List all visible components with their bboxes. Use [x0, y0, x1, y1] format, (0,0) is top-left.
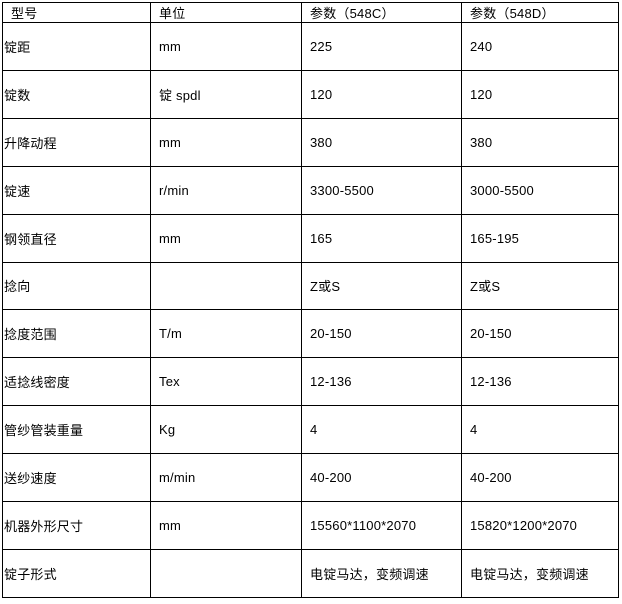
header-model: 型号 — [2, 2, 151, 23]
row-unit: m/min — [150, 453, 302, 503]
row-param-548c: 4 — [301, 405, 462, 455]
row-param-548d: 15820*1200*2070 — [461, 501, 619, 550]
row-param-548c: 15560*1100*2070 — [301, 501, 462, 550]
table-row: 捻度范围 T/m 20-150 20-150 — [2, 309, 619, 359]
row-param-548d: 120 — [461, 69, 619, 119]
row-param-548c: 电锭马达，变频调速 — [301, 548, 462, 599]
row-label: 捻向 — [2, 261, 151, 311]
row-param-548c: 20-150 — [301, 309, 462, 359]
row-param-548c: 165 — [301, 213, 462, 263]
row-param-548c: Z或S — [301, 261, 462, 311]
row-label: 机器外形尺寸 — [2, 501, 151, 550]
row-unit: r/min — [150, 165, 302, 215]
row-param-548c: 380 — [301, 117, 462, 167]
table-row: 捻向 Z或S Z或S — [2, 261, 619, 311]
row-unit: Kg — [150, 405, 302, 455]
row-param-548d: 20-150 — [461, 309, 619, 359]
row-param-548c: 12-136 — [301, 357, 462, 407]
row-param-548c: 225 — [301, 22, 462, 71]
spec-table-body: 锭距 mm 225 240 锭数锭 spdl 120 120 升降动程 mm 380 380 锭速 r/… — [2, 22, 619, 599]
table-row: 锭数锭 spdl 120 120 — [2, 69, 619, 119]
row-unit: mm — [150, 213, 302, 263]
spec-table-header: 型号 单位 参数（548C） 参数（548D） — [2, 2, 619, 23]
table-row: 送纱速度 m/min 40-200 40-200 — [2, 453, 619, 503]
row-label: 锭距 — [2, 22, 151, 71]
row-param-548c: 120 — [301, 69, 462, 119]
table-row: 钢领直径 mm 165 165-195 — [2, 213, 619, 263]
row-unit — [150, 548, 302, 599]
header-unit: 单位 — [150, 2, 302, 23]
row-label: 锭数 — [2, 69, 151, 119]
row-label: 管纱管装重量 — [2, 405, 151, 455]
row-param-548d: Z或S — [461, 261, 619, 311]
row-unit: 锭 spdl — [150, 69, 302, 119]
row-param-548d: 165-195 — [461, 213, 619, 263]
row-unit: T/m — [150, 309, 302, 359]
row-param-548d: 240 — [461, 22, 619, 71]
row-param-548d: 380 — [461, 117, 619, 167]
table-row: 锭距 mm 225 240 — [2, 22, 619, 71]
row-unit: mm — [150, 22, 302, 71]
row-unit: Tex — [150, 357, 302, 407]
row-param-548d: 3000-5500 — [461, 165, 619, 215]
row-label: 锭子形式 — [2, 548, 151, 599]
row-param-548d: 12-136 — [461, 357, 619, 407]
row-unit — [150, 261, 302, 311]
row-param-548c: 3300-5500 — [301, 165, 462, 215]
table-row: 锭速 r/min 3300-5500 3000-5500 — [2, 165, 619, 215]
row-label: 锭速 — [2, 165, 151, 215]
row-unit: mm — [150, 117, 302, 167]
header-param-548c: 参数（548C） — [301, 2, 462, 23]
table-row: 升降动程 mm 380 380 — [2, 117, 619, 167]
table-row: 管纱管装重量 Kg 4 4 — [2, 405, 619, 455]
row-label: 升降动程 — [2, 117, 151, 167]
header-param-548d: 参数（548D） — [461, 2, 619, 23]
table-row: 机器外形尺寸 mm 15560*1100*2070 15820*1200*2070 — [2, 501, 619, 550]
row-param-548c: 40-200 — [301, 453, 462, 503]
row-param-548d: 电锭马达，变频调速 — [461, 548, 619, 599]
row-label: 适捻线密度 — [2, 357, 151, 407]
header-row: 型号 单位 参数（548C） 参数（548D） — [2, 2, 619, 23]
row-label: 钢领直径 — [2, 213, 151, 263]
row-label: 捻度范围 — [2, 309, 151, 359]
row-param-548d: 40-200 — [461, 453, 619, 503]
row-unit: mm — [150, 501, 302, 550]
row-label: 送纱速度 — [2, 453, 151, 503]
row-param-548d: 4 — [461, 405, 619, 455]
table-row: 适捻线密度 Tex 12-136 12-136 — [2, 357, 619, 407]
table-row: 锭子形式 电锭马达，变频调速 电锭马达，变频调速 — [2, 548, 619, 599]
